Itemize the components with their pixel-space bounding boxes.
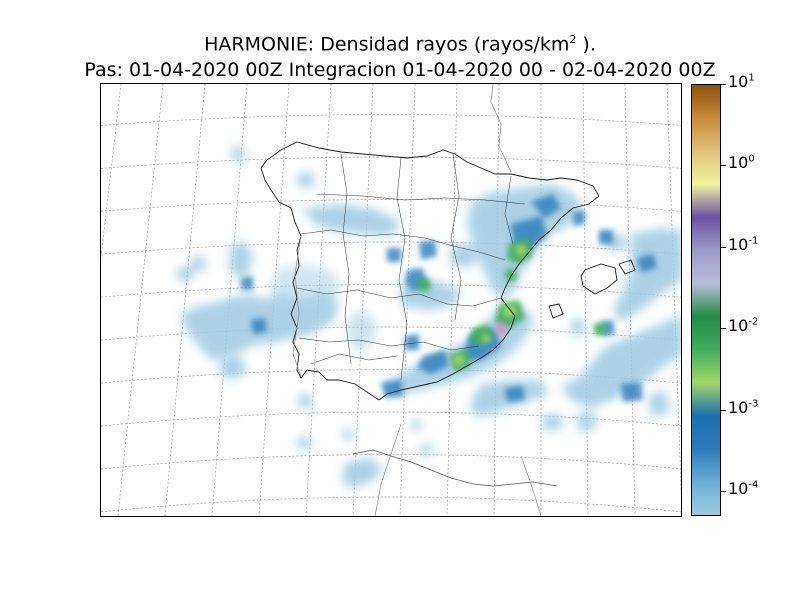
colorbar-tick-label: 10-1 (728, 235, 758, 254)
density-high-light (453, 244, 527, 366)
colorbar-tick-mark (720, 246, 726, 248)
admin-borders (296, 153, 526, 381)
colorbar-tick-label: 101 (728, 72, 755, 91)
lightning-density-map (100, 83, 682, 517)
colorbar (691, 84, 721, 516)
title-exponent: 2 (569, 33, 577, 46)
density-peak (495, 322, 507, 336)
tick-base: 10 (728, 153, 749, 173)
title-end: ). (576, 33, 596, 56)
colorbar-tick-label: 10-2 (728, 316, 758, 335)
graticule (101, 84, 681, 516)
colorbar-tick-label: 100 (728, 153, 755, 172)
tick-exponent: -2 (748, 317, 759, 329)
title-text: HARMONIE: Densidad rayos (rayos/km (204, 33, 570, 56)
country-borders (292, 84, 542, 516)
tick-base: 10 (728, 72, 749, 91)
map-svg (101, 84, 681, 516)
tick-exponent: 1 (748, 72, 755, 84)
tick-base: 10 (728, 397, 749, 417)
tick-exponent: -3 (748, 398, 759, 410)
colorbar-tick-mark (720, 491, 726, 493)
colorbar-tick-mark (720, 165, 726, 167)
tick-base: 10 (728, 316, 749, 336)
density-low (177, 146, 681, 488)
colorbar-tick-label: 10-4 (728, 479, 758, 498)
tick-base: 10 (728, 479, 749, 499)
tick-exponent: -1 (748, 235, 759, 247)
tick-exponent: 0 (748, 154, 755, 166)
tick-base: 10 (728, 234, 749, 254)
chart-title-line2: Pas: 01-04-2020 00Z Integracion 01-04-20… (84, 59, 716, 81)
colorbar-tick-mark (720, 409, 726, 411)
tick-exponent: -4 (748, 480, 759, 492)
chart-title-line1: HARMONIE: Densidad rayos (rayos/km2 ). (0, 33, 800, 55)
colorbar-tick-label: 10-3 (728, 398, 758, 417)
colorbar-tick-mark (720, 328, 726, 330)
coastline (260, 141, 636, 487)
colorbar-tick-mark (720, 84, 726, 85)
